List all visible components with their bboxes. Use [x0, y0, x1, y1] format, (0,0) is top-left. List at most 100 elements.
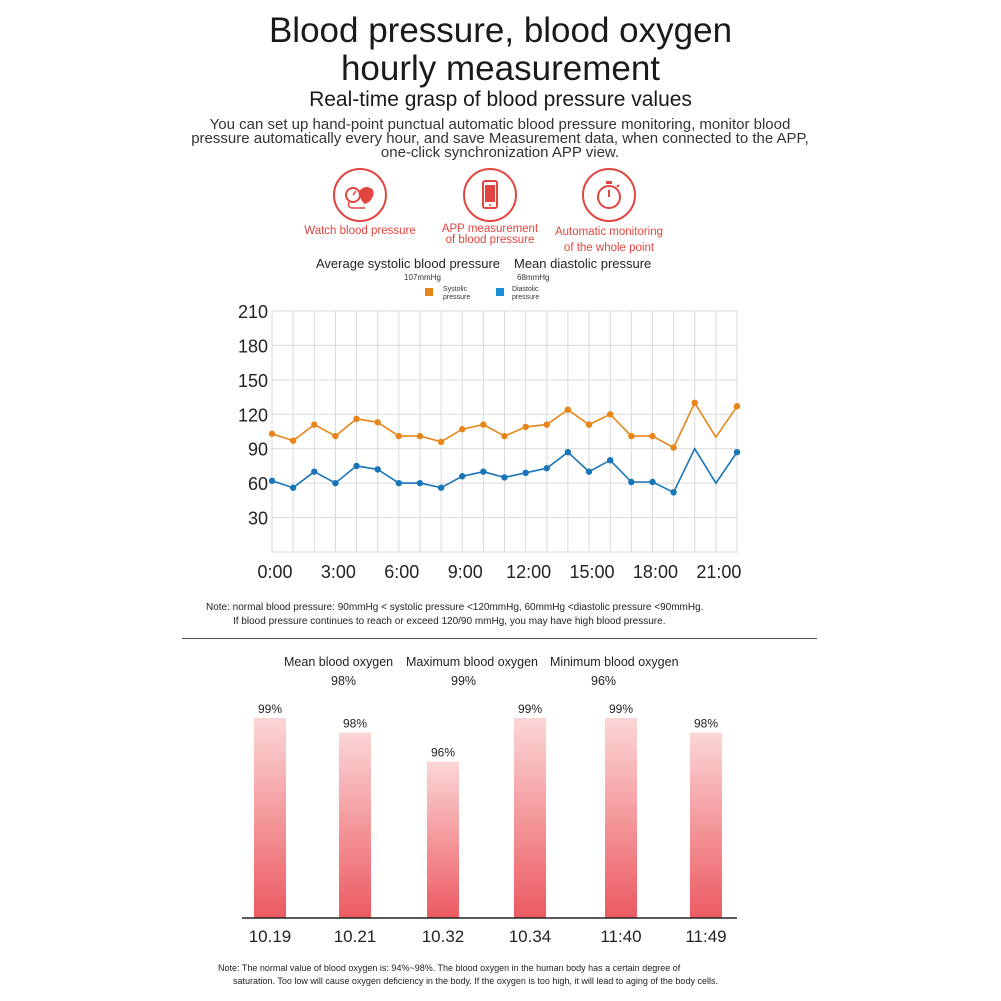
legend-line: pressure [443, 294, 471, 301]
feature-auto-label: Automatic monitoring of the whole point [539, 224, 679, 256]
legend-line: Diastolic [512, 286, 539, 293]
systolic-data-point [374, 419, 381, 426]
x-tick-label: 12:00 [506, 562, 551, 582]
diastolic-legend-label: Diastolic pressure [512, 286, 539, 302]
feature-auto-monitoring [582, 168, 636, 222]
diastolic-data-point [649, 478, 656, 486]
mean-oxygen-label: Mean blood oxygen [284, 655, 394, 669]
bar-value-label: 99% [609, 702, 633, 716]
systolic-legend-label: Systolic pressure [443, 286, 470, 302]
feature-label-line: of blood pressure [445, 234, 535, 246]
systolic-data-point [268, 430, 276, 437]
feature-label-line: Automatic monitoring [554, 226, 664, 238]
diastolic-data-point [585, 468, 593, 475]
systolic-data-point [585, 421, 593, 428]
x-tick-label: 6:00 [384, 562, 419, 582]
legend-line: pressure [512, 294, 540, 301]
x-tick-label: 9:00 [448, 562, 483, 582]
title-line-2: hourly measurement [340, 49, 661, 88]
diastolic-data-point [480, 468, 487, 475]
systolic-data-point [311, 421, 318, 428]
diastolic-data-point [395, 479, 403, 487]
diastolic-legend-swatch [496, 288, 504, 296]
diastolic-data-point [311, 468, 318, 475]
diastolic-data-point [289, 484, 297, 491]
min-oxygen-value: 96% [591, 674, 617, 688]
systolic-data-point [649, 432, 656, 440]
x-tick-label: 18:00 [633, 562, 678, 582]
systolic-legend-swatch [425, 288, 433, 296]
max-oxygen-value: 99% [451, 674, 477, 688]
systolic-data-point [522, 423, 529, 431]
oxygen-bar [605, 718, 637, 918]
feature-app-measurement [463, 168, 517, 222]
bar-category-label: 10.21 [334, 927, 377, 946]
feature-label-line: APP measurement [441, 223, 539, 235]
systolic-data-point [564, 406, 572, 413]
max-oxygen-label: Maximum blood oxygen [406, 655, 539, 669]
systolic-data-point [459, 426, 466, 433]
diastolic-average-label: Mean diastolic pressure [514, 256, 652, 271]
diastolic-data-point [606, 456, 614, 464]
diastolic-data-point [670, 489, 677, 496]
systolic-data-point [395, 432, 403, 440]
y-tick-label: 180 [238, 336, 268, 356]
oxygen-bar [690, 732, 722, 918]
y-tick-label: 30 [248, 509, 268, 529]
oxygen-bar [427, 761, 459, 918]
x-tick-label: 3:00 [321, 562, 356, 582]
bar-value-label: 99% [518, 702, 542, 716]
diastolic-average-value: 68mmHg [517, 273, 550, 282]
systolic-data-point [501, 432, 508, 440]
page-title: Blood pressure, blood oxygen hourly meas… [0, 12, 1001, 88]
legend-line: Systolic [443, 286, 468, 293]
systolic-data-point [670, 444, 677, 451]
systolic-data-point [628, 432, 635, 440]
bar-category-label: 11:49 [685, 927, 726, 946]
blood-pressure-line-chart: 30 60 90 120 150 180 210 0:00 3:00 6:00 9:00 12:00 1… [238, 302, 741, 582]
systolic-data-point [480, 421, 487, 428]
min-oxygen-label: Minimum blood oxygen [550, 655, 679, 669]
section-divider [182, 638, 817, 639]
diastolic-data-point [353, 462, 360, 470]
systolic-data-point [416, 432, 424, 440]
diastolic-data-point [522, 469, 529, 477]
y-tick-label: 120 [238, 405, 268, 425]
oxygen-bar [254, 718, 286, 918]
oxygen-bar [514, 718, 546, 918]
systolic-data-point [437, 438, 445, 446]
feature-watch-bp [333, 168, 387, 222]
bar-category-label: 10.32 [422, 927, 465, 946]
bar-category-label: 10.19 [249, 927, 292, 946]
diastolic-data-point [437, 484, 445, 491]
diastolic-data-point [564, 448, 572, 456]
oxygen-bar [339, 732, 371, 918]
page-subtitle: Real-time grasp of blood pressure values [309, 88, 692, 111]
bar-value-label: 98% [694, 717, 718, 731]
feature-app-label: APP measurement of blood pressure [420, 223, 560, 246]
page-description: You can set up hand-point punctual autom… [191, 116, 809, 161]
y-tick-label: 210 [238, 302, 268, 322]
diastolic-data-point [459, 473, 466, 480]
bar-value-label: 98% [343, 717, 367, 731]
feature-label-line: Watch blood pressure [304, 225, 416, 237]
systolic-average-label: Average systolic blood pressure [316, 256, 501, 271]
bp-note-line-1: Note: normal blood pressure: 90mmHg < sy… [206, 602, 704, 613]
systolic-data-point [606, 411, 614, 418]
blood-pressure-cuff-icon [345, 187, 374, 209]
oxygen-note-line-1: Note: The normal value of blood oxygen i… [218, 963, 681, 973]
y-tick-label: 60 [248, 474, 268, 494]
bar-category-label: 10.34 [509, 927, 552, 946]
diastolic-data-point [332, 479, 339, 487]
bar-value-label: 96% [431, 746, 455, 760]
systolic-data-point [691, 399, 698, 407]
phone-icon [482, 180, 498, 209]
diastolic-data-point [543, 465, 550, 472]
systolic-data-point [543, 421, 550, 428]
bar-category-label: 11:40 [600, 927, 641, 946]
systolic-data-point [332, 432, 339, 440]
oxygen-note-line-2: saturation. Too low will cause oxygen de… [233, 976, 718, 986]
diastolic-data-point [628, 478, 635, 486]
bar-value-label: 99% [258, 702, 282, 716]
diastolic-data-point [374, 466, 381, 473]
